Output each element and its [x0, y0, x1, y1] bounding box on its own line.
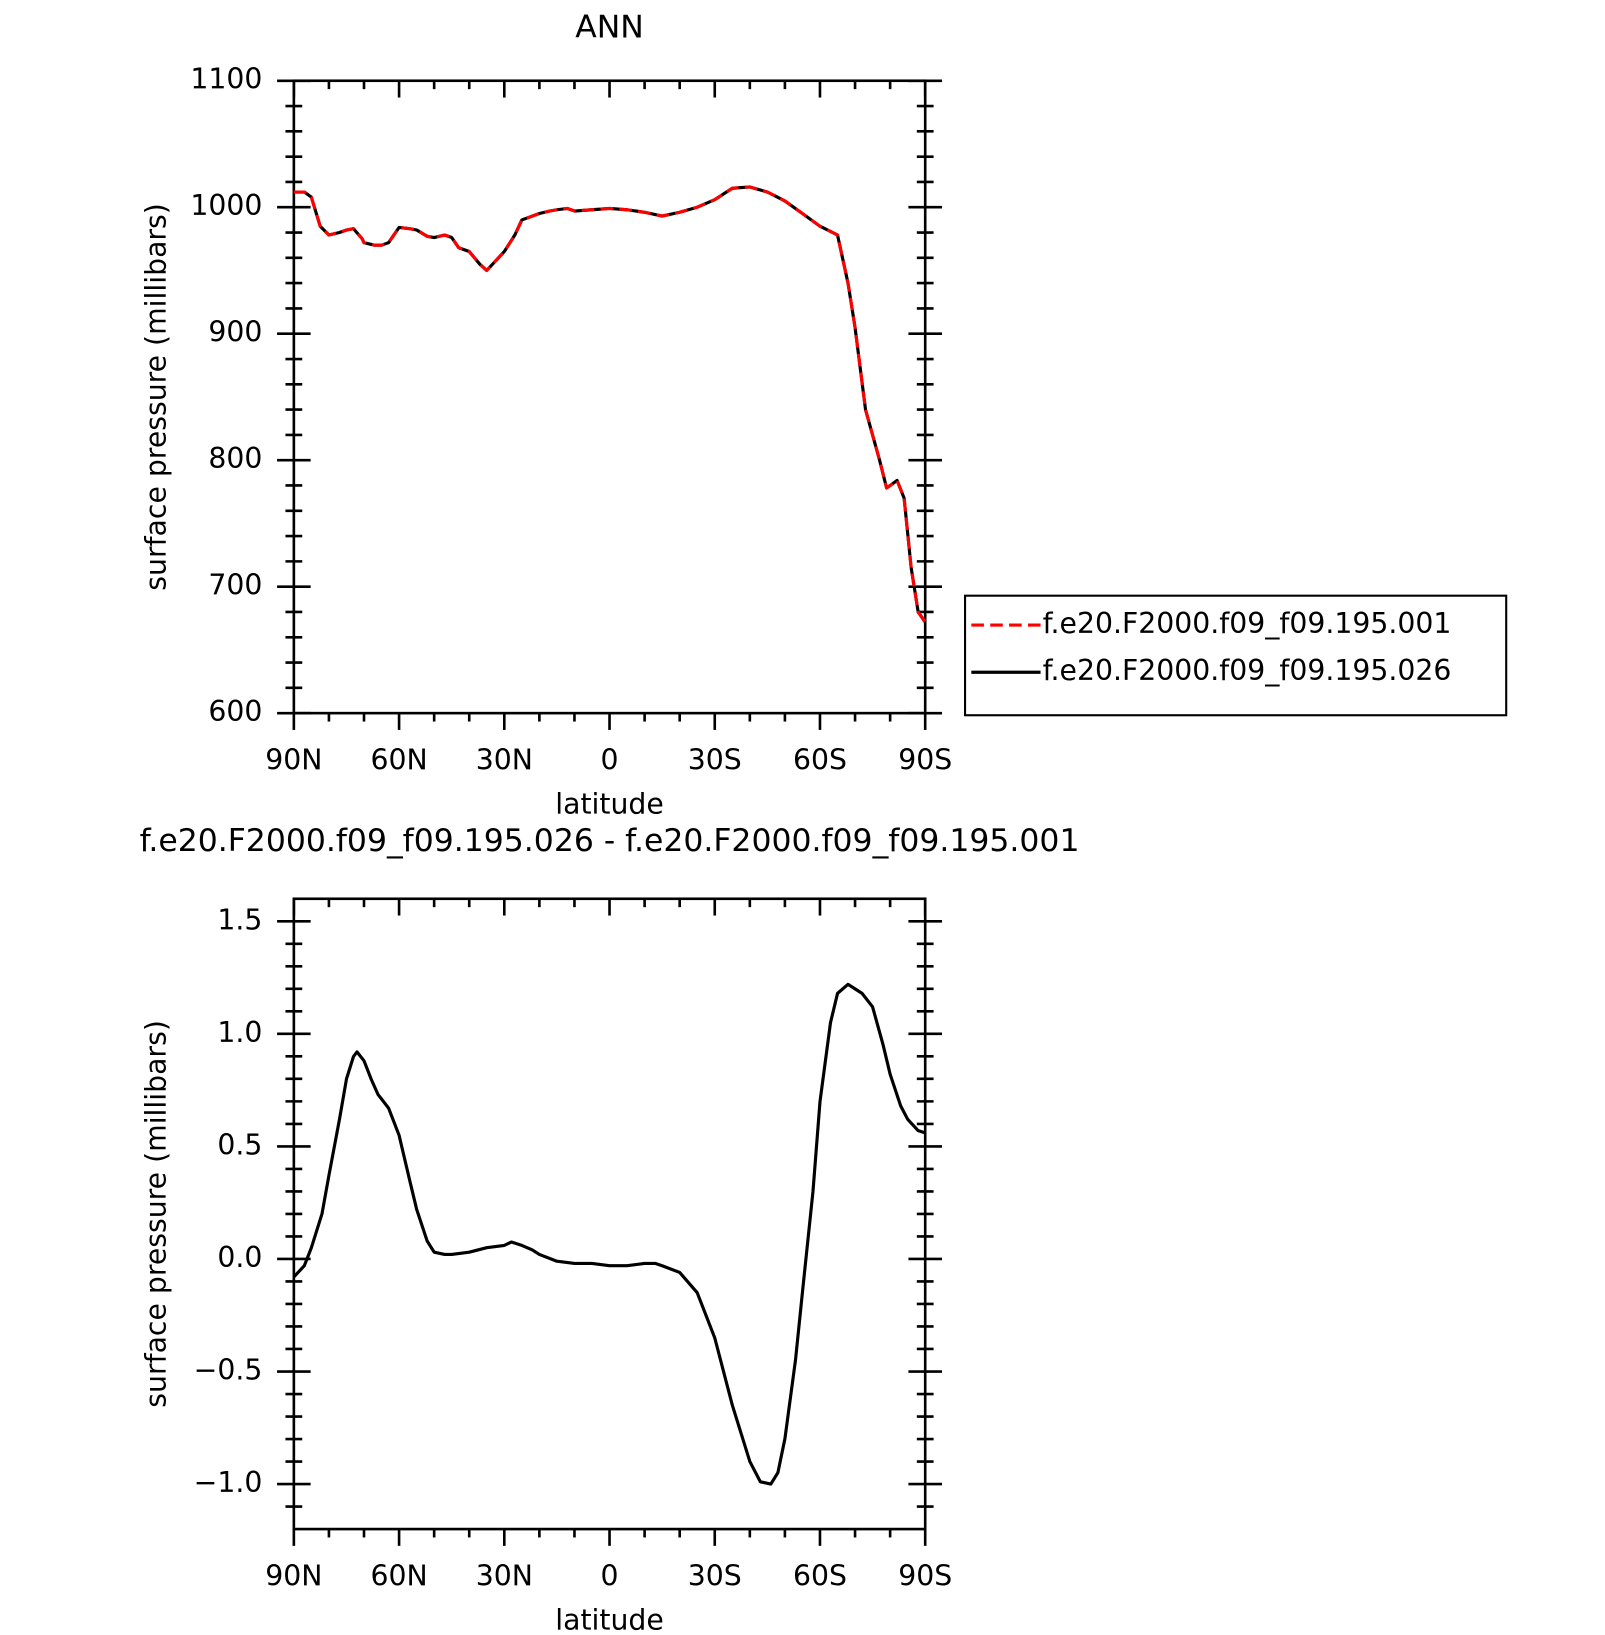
x-axis-label: latitude [555, 1603, 664, 1635]
y-tick-label: 1.5 [217, 903, 262, 936]
x-tick-label: 90S [898, 743, 952, 776]
y-tick-label: −1.0 [194, 1466, 263, 1499]
x-tick-label: 90N [265, 743, 322, 776]
y-tick-label: 800 [208, 442, 262, 475]
x-tick-label: 60S [793, 743, 847, 776]
legend-box [964, 594, 1508, 717]
x-axis-label: latitude [555, 787, 664, 820]
plot-frame [292, 897, 927, 1531]
y-tick-label: 1100 [190, 63, 262, 96]
y-tick-label: 0.5 [217, 1128, 262, 1161]
y-tick-label: 0.0 [217, 1241, 262, 1274]
y-tick-label: 1.0 [217, 1016, 262, 1049]
plot-frame [292, 79, 927, 715]
x-tick-label: 0 [601, 743, 619, 776]
series-line [292, 982, 926, 1486]
x-tick-label: 90N [265, 1559, 322, 1592]
y-tick-label: 600 [208, 695, 262, 728]
legend-label: f.e20.F2000.f09_f09.195.026 [1043, 654, 1452, 687]
x-tick-label: 90S [898, 1559, 952, 1592]
x-tick-label: 60N [370, 743, 427, 776]
series-line [293, 185, 927, 624]
x-tick-label: 60S [793, 1559, 847, 1592]
chart-title: f.e20.F2000.f09_f09.195.026 - f.e20.F200… [140, 823, 1080, 859]
chart-title: ANN [575, 9, 644, 45]
x-tick-label: 30N [476, 743, 533, 776]
legend-label: f.e20.F2000.f09_f09.195.001 [1043, 607, 1452, 640]
y-tick-label: 700 [208, 569, 262, 602]
x-tick-label: 60N [370, 1559, 427, 1592]
x-tick-label: 30S [688, 1559, 742, 1592]
y-tick-label: 900 [208, 316, 262, 349]
y-axis-label: surface pressure (millibars) [140, 1020, 173, 1408]
y-axis-label: surface pressure (millibars) [140, 203, 173, 591]
x-tick-label: 30S [688, 743, 742, 776]
y-tick-label: −0.5 [194, 1354, 263, 1387]
y-tick-label: 1000 [190, 189, 262, 222]
series-line [293, 185, 927, 624]
x-tick-label: 0 [601, 1559, 619, 1592]
x-tick-label: 30N [476, 1559, 533, 1592]
